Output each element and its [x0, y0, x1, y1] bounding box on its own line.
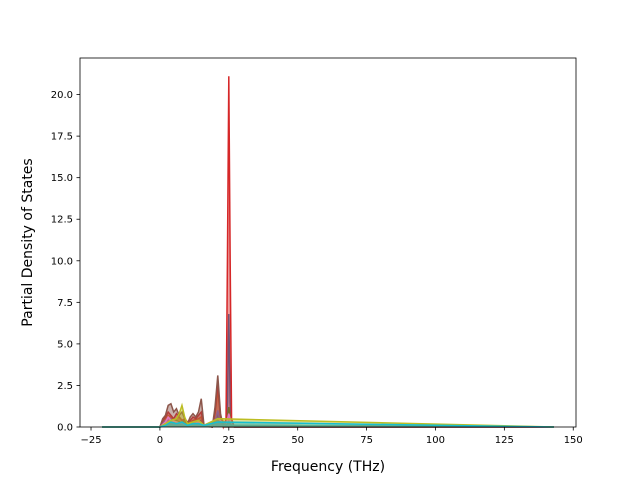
series-fill-6 [102, 413, 554, 427]
y-tick-label: 20.0 [51, 90, 73, 101]
x-tick-label: 125 [495, 435, 514, 446]
y-tick-label: 5.0 [57, 339, 73, 350]
x-tick-label: 0 [157, 435, 163, 446]
y-tick-label: 0.0 [57, 423, 73, 434]
y-tick-label: 12.5 [51, 215, 73, 226]
y-axis-label: Partial Density of States [20, 158, 36, 326]
series-fill-1 [102, 390, 554, 427]
x-axis-ticks: −25 0 25 50 75 100 125 150 [80, 427, 583, 446]
series-fill-5 [102, 375, 554, 427]
series-layer [102, 76, 554, 430]
x-axis-label: Frequency (THz) [271, 459, 385, 475]
y-tick-label: 17.5 [51, 132, 73, 143]
plot-frame [79, 57, 577, 428]
series-line-9 [102, 421, 554, 428]
x-tick-label: 100 [426, 435, 445, 446]
x-tick-label: 75 [360, 435, 373, 446]
series-line-5 [102, 375, 554, 428]
y-axis-ticks: 0.0 2.5 5.0 7.5 10.0 12.5 15.0 17.5 20.0 [51, 90, 80, 434]
y-tick-label: 7.5 [57, 298, 73, 309]
y-tick-label: 15.0 [51, 173, 73, 184]
y-tick-label: 10.0 [51, 256, 73, 267]
x-tick-label: 25 [222, 435, 235, 446]
series-line-3 [102, 76, 554, 430]
x-tick-label: 50 [291, 435, 304, 446]
x-tick-label: −25 [80, 435, 101, 446]
x-tick-label: 150 [564, 435, 583, 446]
series-fill-3 [102, 76, 554, 427]
y-tick-label: 2.5 [57, 381, 73, 392]
series-fill-8 [102, 405, 554, 427]
